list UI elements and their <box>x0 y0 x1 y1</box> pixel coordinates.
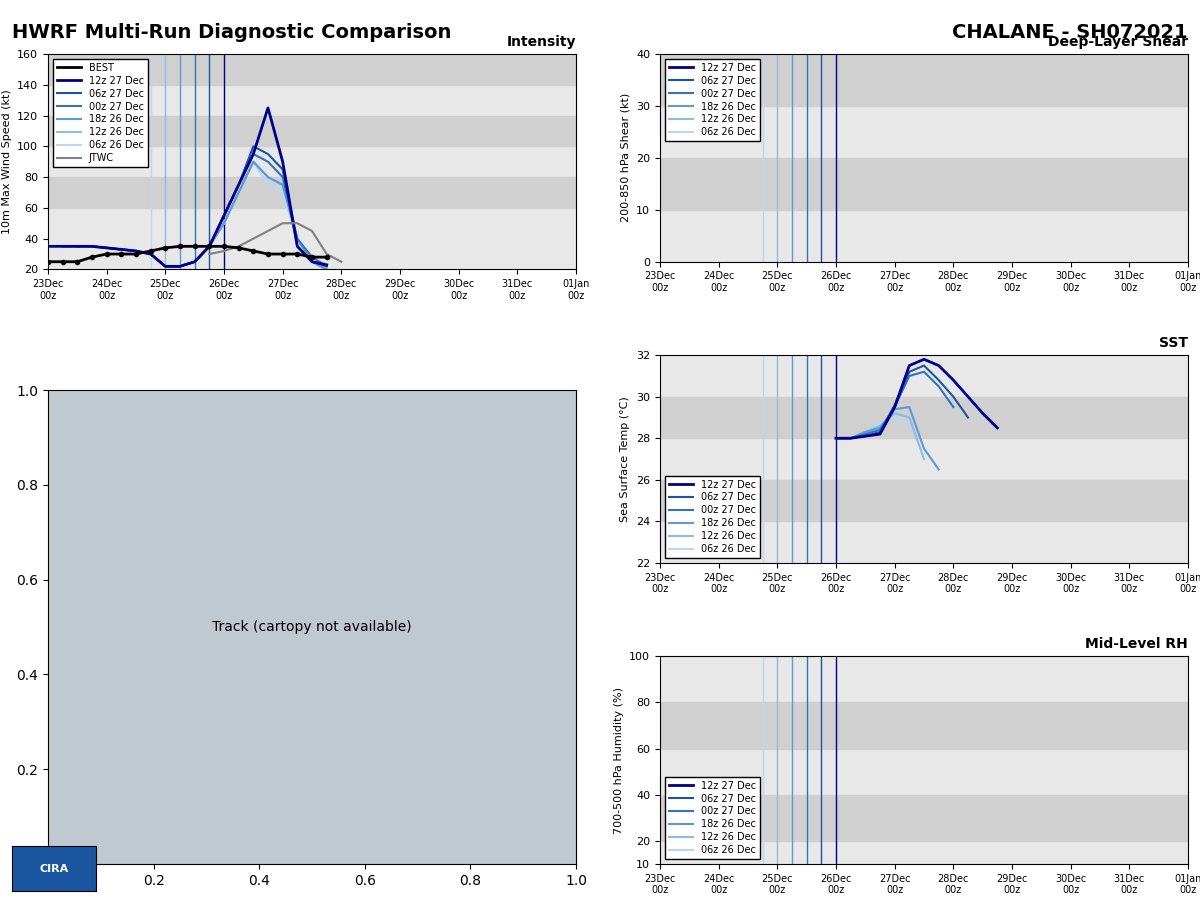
Text: Intensity: Intensity <box>506 35 576 49</box>
Text: CIRA: CIRA <box>40 863 68 874</box>
Legend: 12z 27 Dec, 06z 27 Dec, 00z 27 Dec, 18z 26 Dec, 12z 26 Dec, 06z 26 Dec: 12z 27 Dec, 06z 27 Dec, 00z 27 Dec, 18z … <box>665 777 760 860</box>
Bar <box>660 397 1188 438</box>
Text: Mid-Level RH: Mid-Level RH <box>1085 637 1188 651</box>
Text: HWRF Multi-Run Diagnostic Comparison: HWRF Multi-Run Diagnostic Comparison <box>12 22 451 41</box>
Legend: BEST, 12z 27 Dec, 06z 27 Dec, 00z 27 Dec, 18z 26 Dec, 12z 26 Dec, 06z 26 Dec, JT: BEST, 12z 27 Dec, 06z 27 Dec, 00z 27 Dec… <box>53 58 148 167</box>
Bar <box>660 158 1188 210</box>
Text: SST: SST <box>1159 336 1188 350</box>
Bar <box>660 795 1188 841</box>
Y-axis label: 200-850 hPa Shear (kt): 200-850 hPa Shear (kt) <box>620 94 630 222</box>
Legend: 12z 27 Dec, 06z 27 Dec, 00z 27 Dec, 18z 26 Dec, 12z 26 Dec, 06z 26 Dec: 12z 27 Dec, 06z 27 Dec, 00z 27 Dec, 18z … <box>665 475 760 558</box>
Bar <box>660 480 1188 521</box>
Bar <box>48 54 576 85</box>
Legend: 12z 27 Dec, 06z 27 Dec, 00z 27 Dec, 18z 26 Dec, 12z 26 Dec, 06z 26 Dec: 12z 27 Dec, 06z 27 Dec, 00z 27 Dec, 18z … <box>665 58 760 141</box>
Y-axis label: 10m Max Wind Speed (kt): 10m Max Wind Speed (kt) <box>1 89 12 234</box>
Text: Deep-Layer Shear: Deep-Layer Shear <box>1048 35 1188 49</box>
Text: CHALANE - SH072021: CHALANE - SH072021 <box>953 22 1188 41</box>
Bar <box>48 177 576 208</box>
Y-axis label: Sea Surface Temp (°C): Sea Surface Temp (°C) <box>620 396 630 522</box>
Y-axis label: 700-500 hPa Humidity (%): 700-500 hPa Humidity (%) <box>613 687 624 833</box>
Bar <box>660 54 1188 106</box>
Bar <box>660 703 1188 749</box>
Text: Track (cartopy not available): Track (cartopy not available) <box>212 620 412 634</box>
Bar <box>48 115 576 147</box>
